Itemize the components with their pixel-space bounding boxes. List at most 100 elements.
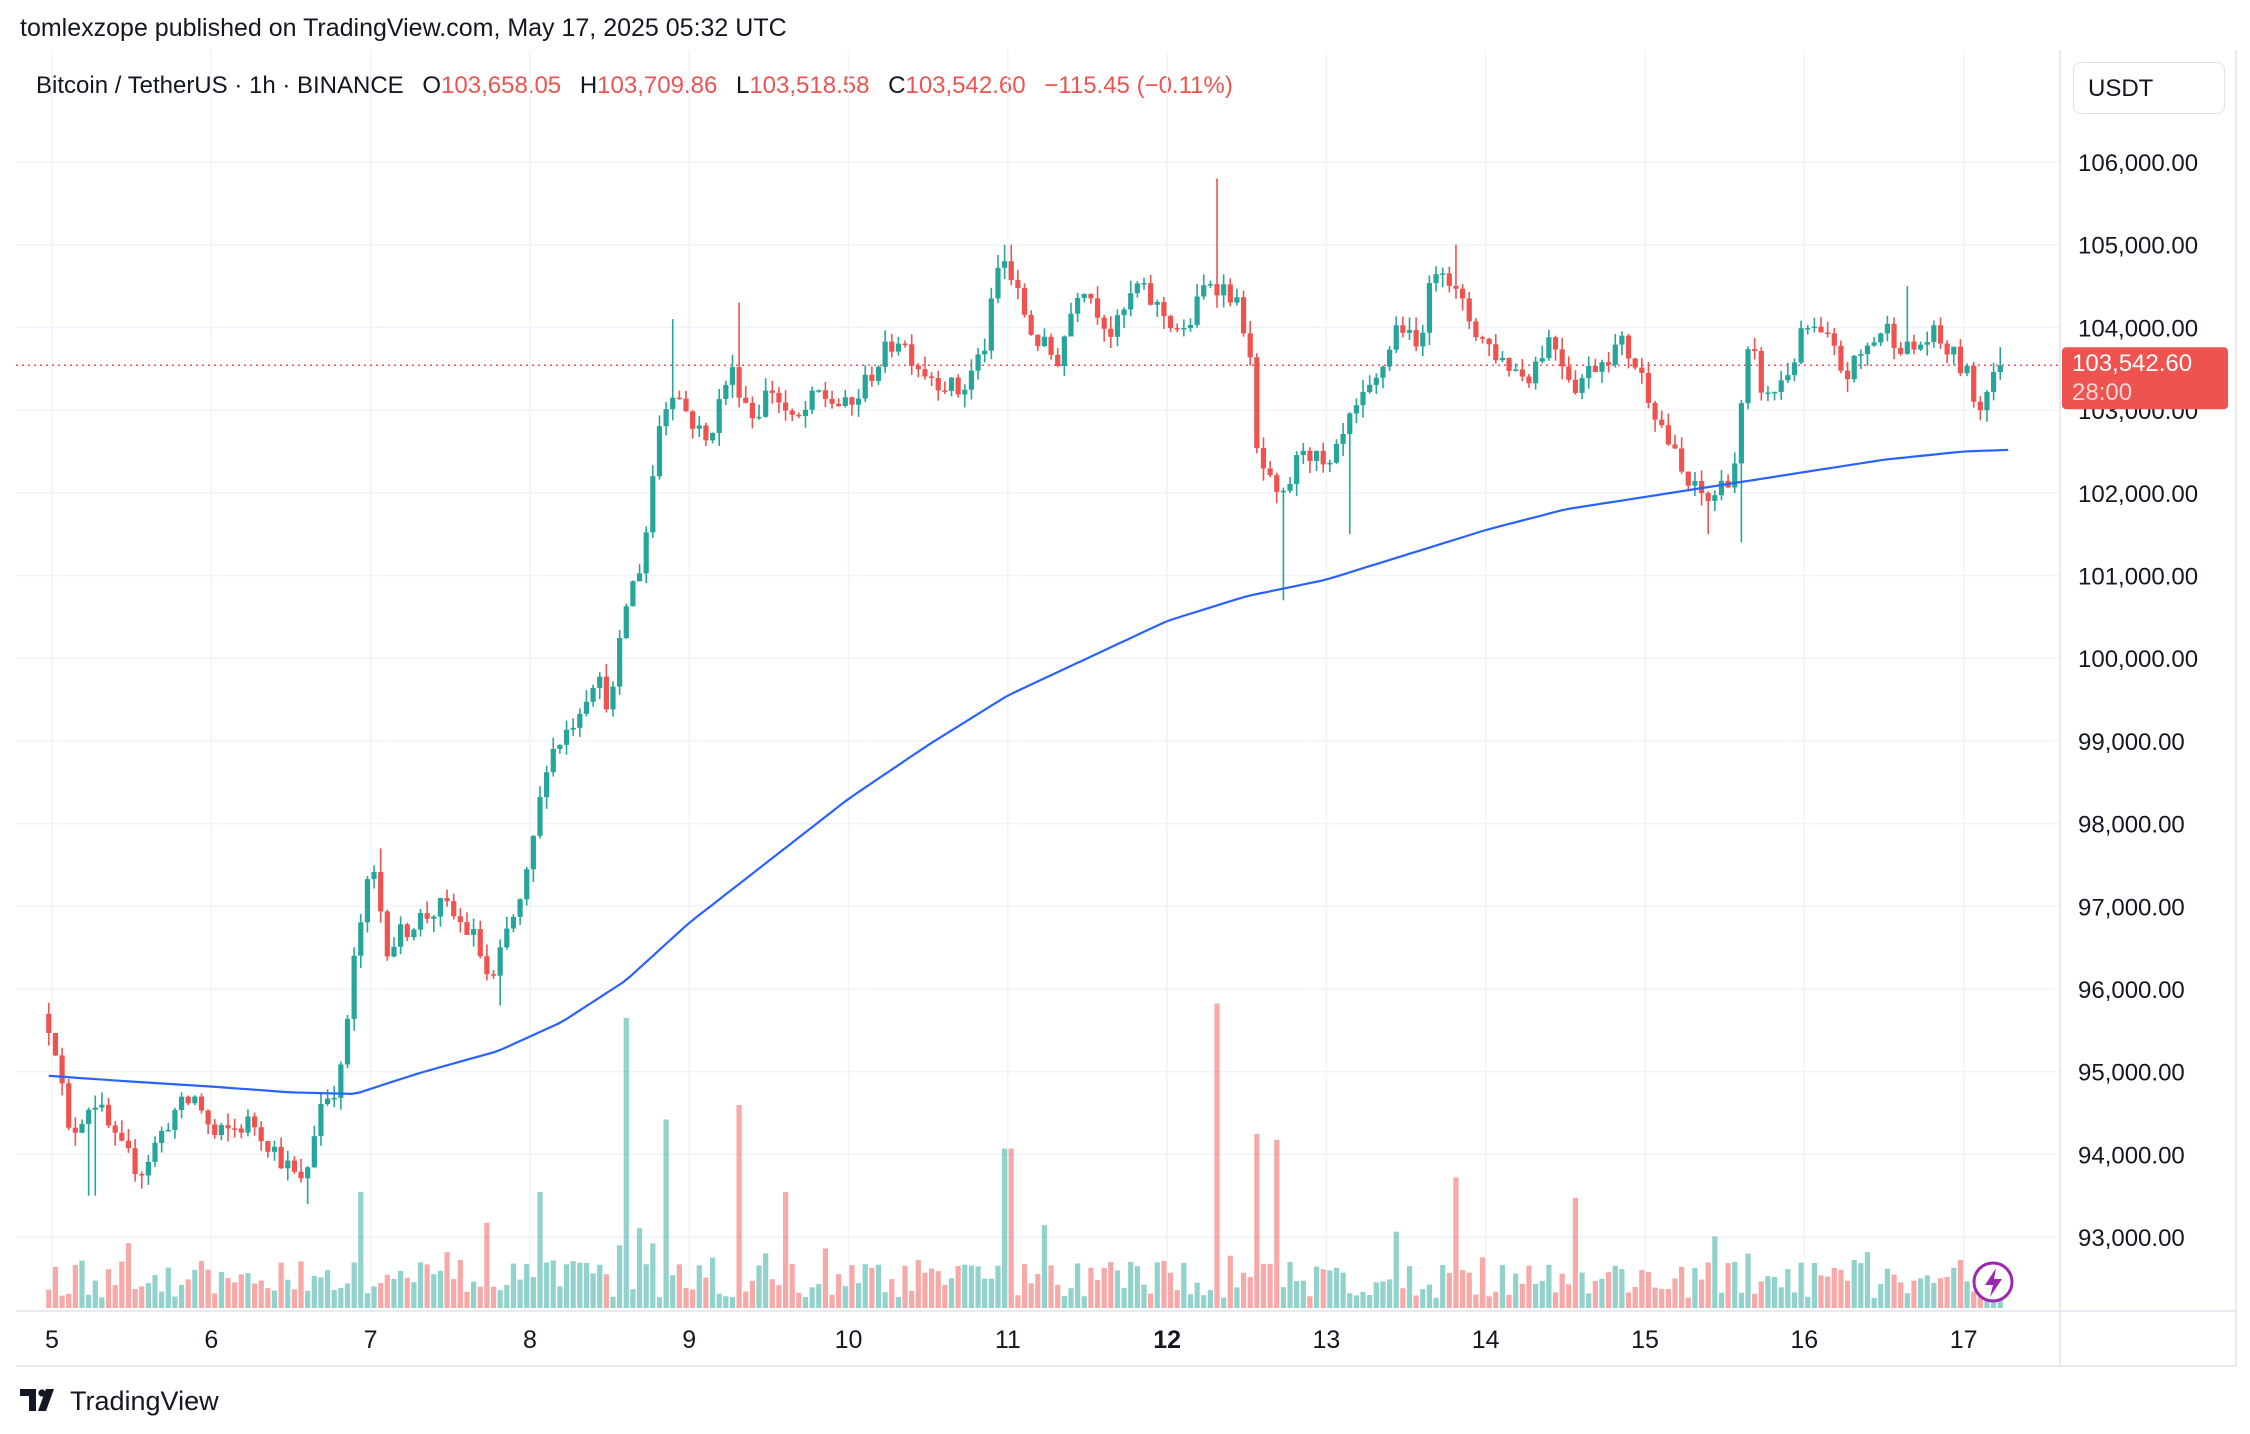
candle	[99, 1092, 105, 1112]
volume-bar	[497, 1290, 503, 1308]
volume-bar	[251, 1283, 258, 1308]
candle	[683, 390, 689, 412]
time-tick-label: 17	[1950, 1326, 1978, 1354]
volume-bar	[1340, 1272, 1346, 1308]
tradingview-logo[interactable]: TradingView	[20, 1384, 219, 1418]
candle	[1148, 274, 1154, 306]
volume-bar	[676, 1264, 682, 1308]
candle	[384, 909, 390, 961]
volume-bar	[258, 1280, 264, 1308]
candle	[1904, 286, 1910, 355]
candle	[417, 908, 424, 937]
volume-bar	[1300, 1280, 1306, 1308]
volume-bar	[709, 1257, 716, 1308]
lightning-icon[interactable]	[1972, 1261, 2014, 1303]
volume-bar	[563, 1264, 570, 1308]
symbol-name[interactable]: Bitcoin / TetherUS · 1h · BINANCE	[36, 72, 404, 99]
volume-bar	[683, 1287, 689, 1308]
candle	[590, 684, 596, 707]
candle	[92, 1095, 98, 1196]
volume-bar	[1513, 1273, 1519, 1308]
candle	[577, 708, 583, 737]
candle	[988, 287, 994, 360]
volume-bar	[855, 1283, 862, 1308]
candle	[1898, 342, 1904, 356]
volume-bar	[311, 1275, 317, 1308]
volume-bar	[1353, 1295, 1360, 1308]
volume-bar	[743, 1291, 749, 1308]
volume-bar	[1705, 1262, 1711, 1308]
candle	[1539, 345, 1545, 364]
candle	[152, 1136, 158, 1167]
volume-bar	[889, 1279, 895, 1308]
candle	[929, 372, 935, 387]
candle	[942, 381, 948, 395]
volume-bar	[929, 1268, 935, 1308]
candle	[603, 664, 609, 713]
volume-bar	[504, 1284, 510, 1308]
volume-bar	[1061, 1296, 1067, 1308]
time-axis[interactable]: 5 6 7 8 9 10 11 12 13 14 15 16 17	[45, 1326, 1977, 1354]
volume-bar	[809, 1287, 815, 1308]
candle	[948, 377, 955, 397]
candle	[1307, 447, 1313, 474]
candle	[1639, 358, 1645, 384]
candle	[1765, 386, 1771, 402]
candle	[1274, 472, 1280, 504]
candle	[1951, 346, 1957, 365]
volume-bar	[105, 1269, 112, 1308]
volume-bar	[1559, 1273, 1565, 1308]
volume-bar	[1572, 1197, 1579, 1308]
candle	[1831, 328, 1837, 356]
volume-bar	[1280, 1287, 1286, 1308]
volume-bar	[444, 1252, 450, 1308]
candle	[1599, 359, 1605, 383]
candle	[451, 893, 457, 920]
volume-bar	[1679, 1266, 1685, 1308]
volume-bar	[159, 1291, 165, 1308]
candle	[145, 1154, 151, 1185]
candle	[1884, 315, 1891, 342]
candle	[1340, 422, 1346, 456]
candle	[245, 1109, 251, 1137]
volume-bar	[988, 1278, 994, 1308]
volume-bar	[125, 1243, 132, 1308]
candle	[636, 564, 643, 582]
volume-bar	[1347, 1293, 1353, 1308]
volume-bar	[212, 1293, 218, 1308]
volume-bar	[1121, 1287, 1127, 1308]
volume-bar	[763, 1253, 769, 1308]
currency-button[interactable]: USDT	[2073, 62, 2225, 114]
candle	[1015, 270, 1021, 300]
candle	[1347, 412, 1353, 535]
volume-bar	[152, 1275, 158, 1308]
volume-bar	[769, 1279, 775, 1308]
volume-bar	[1367, 1295, 1373, 1308]
volume-bar	[1652, 1287, 1658, 1308]
candle	[1134, 281, 1140, 298]
price-tick-label: 96,000.00	[2078, 977, 2185, 1004]
volume-bar	[1466, 1272, 1472, 1308]
volume-bar	[291, 1289, 298, 1308]
candle	[1260, 437, 1267, 481]
volume-bar	[922, 1272, 928, 1308]
volume-bar	[975, 1266, 981, 1308]
candle	[743, 385, 749, 404]
volume-bar	[1718, 1292, 1725, 1308]
candle	[477, 920, 483, 959]
candle	[982, 338, 988, 363]
candle	[1499, 351, 1506, 363]
candle	[1174, 323, 1180, 333]
candle	[1081, 293, 1087, 303]
candle	[484, 944, 490, 981]
price-axis[interactable]: 106,000.00105,000.00104,000.00103,000.00…	[2078, 150, 2198, 1252]
volume-bar	[324, 1270, 331, 1308]
candle	[119, 1120, 125, 1142]
candle	[285, 1150, 291, 1181]
volume-bar	[59, 1295, 65, 1308]
volume-bar	[1771, 1277, 1778, 1308]
candle	[1221, 274, 1227, 308]
candle	[1811, 317, 1817, 333]
candle	[723, 380, 729, 406]
